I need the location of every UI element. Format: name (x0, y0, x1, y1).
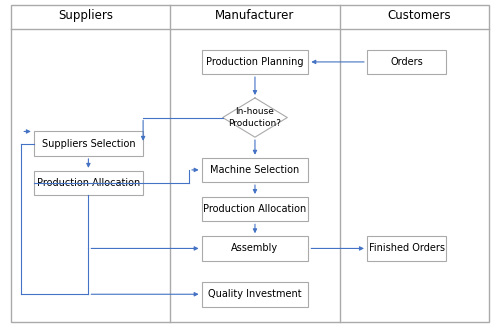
Text: Quality Investment: Quality Investment (208, 289, 302, 299)
Bar (202, 158, 308, 182)
Text: Production Allocation: Production Allocation (204, 204, 306, 214)
Bar (34, 171, 143, 195)
Text: Production Planning: Production Planning (206, 57, 304, 67)
Text: Finished Orders: Finished Orders (368, 244, 444, 253)
Polygon shape (222, 98, 288, 137)
Text: Assembly: Assembly (232, 244, 278, 253)
Text: Suppliers Selection: Suppliers Selection (42, 139, 135, 149)
Text: Suppliers: Suppliers (58, 9, 114, 22)
Bar (202, 197, 308, 221)
Text: Orders: Orders (390, 57, 423, 67)
Bar (202, 50, 308, 74)
Bar (202, 236, 308, 261)
Text: In-house
Production?: In-house Production? (228, 107, 281, 128)
Text: Production Allocation: Production Allocation (37, 178, 140, 188)
Bar (367, 236, 446, 261)
Bar (367, 50, 446, 74)
Text: Manufacturer: Manufacturer (216, 9, 294, 22)
Text: Machine Selection: Machine Selection (210, 165, 300, 175)
Bar (34, 131, 143, 156)
Bar (202, 282, 308, 307)
Text: Customers: Customers (387, 9, 451, 22)
